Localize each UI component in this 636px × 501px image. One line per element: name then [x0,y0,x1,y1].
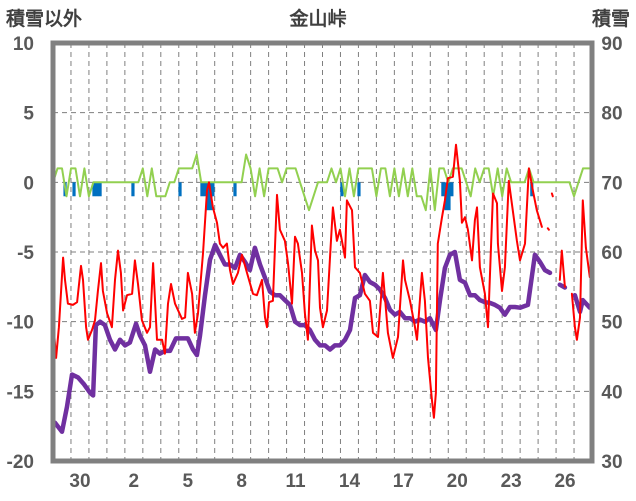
left-axis-title: 積雪以外 [6,7,82,30]
plot-frame [50,40,595,464]
blue-bars [63,182,534,211]
right-y-ticks: 90 80 70 60 50 40 30 [601,34,622,473]
bar [441,182,445,197]
left-y-tick-label: 5 [23,104,34,125]
chart-title: 金山峠 [288,7,346,30]
bar [131,182,135,197]
gridlines [53,43,592,461]
x-tick-label: 23 [501,471,522,492]
right-y-tick-label: 90 [601,34,622,55]
bar [203,182,207,197]
x-ticks: 30 2 5 8 11 14 17 20 23 26 [69,471,575,492]
bar [447,182,451,211]
x-tick-label: 17 [393,471,414,492]
left-y-tick-label: -5 [17,243,34,264]
left-y-tick-label: -20 [7,452,34,473]
right-y-tick-label: 30 [601,452,622,473]
temperature-line [53,143,591,419]
bar [340,182,344,197]
x-tick-label: 30 [69,471,90,492]
x-tick-label: 11 [286,471,307,492]
series-lines [52,143,593,434]
left-y-ticks: 10 5 0 -5 -10 -15 -20 [7,34,35,473]
bar [233,182,237,197]
x-tick-label: 8 [236,471,247,492]
left-y-tick-label: -15 [7,382,35,403]
bar [72,182,76,197]
green-series-line [52,153,593,212]
bar [92,182,96,197]
x-tick-label: 20 [447,471,468,492]
bar [178,182,182,197]
bar [98,182,102,197]
x-tick-label: 14 [339,471,361,492]
left-y-tick-label: -10 [7,313,34,334]
x-tick-label: 2 [129,471,140,492]
right-y-tick-label: 60 [601,243,622,264]
right-y-tick-label: 50 [601,313,622,334]
bar [450,182,454,197]
right-y-tick-label: 70 [601,173,622,194]
right-axis-title: 積雪 [592,7,630,30]
bar [206,182,210,211]
x-tick-label: 5 [182,471,193,492]
right-y-tick-label: 80 [601,104,622,125]
bar [200,182,204,197]
bar [95,182,99,197]
bar [357,182,361,197]
bar [211,182,215,197]
left-y-tick-label: 0 [23,173,34,194]
left-y-tick-label: 10 [13,34,34,55]
x-tick-label: 26 [554,471,575,492]
right-y-tick-label: 40 [601,382,622,403]
